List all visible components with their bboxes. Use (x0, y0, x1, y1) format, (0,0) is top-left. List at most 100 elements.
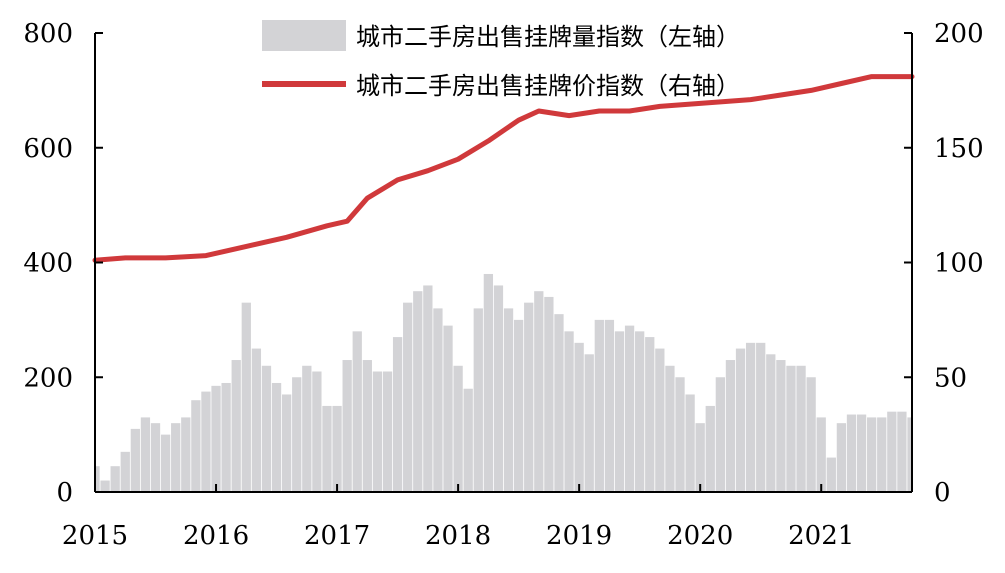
x-tick-label: 2017 (304, 521, 370, 551)
bar-2019-01 (574, 342, 584, 492)
bar-2015-08 (160, 434, 171, 492)
bar-2018-03 (473, 308, 483, 492)
y-left-tick-label: 400 (23, 249, 73, 279)
bar-2016-01 (211, 385, 221, 492)
bar-2021-04 (846, 414, 857, 492)
bar-2019-10 (665, 365, 675, 492)
bar-2016-04 (241, 302, 251, 492)
y-right-tick-label: 200 (934, 19, 984, 49)
x-tick-label: 2015 (62, 521, 128, 551)
axes: 0 200 400 600 800 0 50 100 150 200 2015 2016 2017 201… (23, 19, 983, 551)
bar-2015-11 (191, 400, 201, 492)
y-left-tick-label: 800 (23, 19, 73, 49)
bar-2021-07 (877, 417, 887, 492)
bar-2020-12 (806, 377, 816, 492)
legend-label-volume: 城市二手房出售挂牌量指数（左轴） (356, 23, 740, 51)
x-tick-label: 2016 (183, 521, 249, 551)
bar-2018-12 (564, 331, 574, 492)
bar-2018-07 (513, 319, 524, 492)
bar-2018-06 (503, 308, 514, 492)
bar-2019-07 (635, 331, 645, 492)
bar-2020-04 (725, 360, 736, 492)
legend: 城市二手房出售挂牌量指数（左轴） 城市二手房出售挂牌价指数（右轴） (262, 20, 740, 100)
bar-2016-11 (312, 371, 322, 492)
bar-2015-06 (140, 417, 151, 492)
bar-2017-12 (443, 325, 453, 492)
bar-2015-10 (181, 417, 191, 492)
bar-2017-04 (362, 360, 372, 492)
bar-2021-03 (836, 423, 847, 492)
bar-2016-05 (251, 348, 262, 492)
bar-2020-02 (705, 405, 715, 492)
bar-2017-09 (413, 291, 423, 492)
bar-2015-05 (130, 428, 140, 492)
bar-2016-02 (221, 382, 231, 492)
y-right-tick-label: 50 (934, 363, 967, 393)
bar-2017-06 (382, 371, 393, 492)
bar-2018-08 (524, 302, 534, 492)
bar-2015-04 (120, 451, 130, 492)
bar-2015-09 (171, 423, 181, 492)
bar-2021-06 (867, 417, 877, 492)
y-right-tick-label: 100 (934, 249, 984, 279)
bar-2016-03 (231, 360, 241, 492)
bar-2018-04 (483, 273, 494, 492)
y-left-tick-label: 600 (23, 134, 73, 164)
bar-2019-08 (645, 337, 655, 492)
bar-2020-05 (735, 348, 746, 492)
x-tick-label: 2019 (546, 521, 612, 551)
bar-2019-03 (594, 319, 604, 492)
bar-2021-02 (826, 457, 836, 492)
bar-2015-07 (150, 423, 161, 492)
bar-2021-09 (897, 411, 907, 492)
legend-swatch-volume (262, 20, 346, 51)
bar-2019-06 (624, 325, 635, 492)
y-left-tick-label: 0 (56, 478, 73, 508)
bar-2015-12 (201, 391, 211, 492)
bar-2019-11 (675, 377, 685, 492)
bar-2019-04 (604, 319, 615, 492)
bar-2020-03 (715, 377, 725, 492)
bar-2017-11 (433, 308, 443, 492)
bar-2016-07 (271, 382, 282, 492)
y-left-tick-label: 200 (23, 363, 73, 393)
bar-2017-07 (392, 337, 403, 492)
y-right-tick-label: 150 (934, 134, 984, 164)
bar-2017-08 (403, 302, 413, 492)
bar-2018-09 (534, 291, 544, 492)
bar-2020-10 (786, 365, 796, 492)
bar-2017-02 (342, 360, 352, 492)
bar-2020-08 (766, 354, 776, 492)
bar-2017-10 (423, 285, 433, 492)
bar-2019-02 (584, 354, 594, 492)
bar-2020-01 (695, 423, 705, 492)
bar-2017-03 (352, 331, 362, 492)
bar-2019-12 (685, 394, 695, 492)
bar-2020-06 (745, 342, 756, 492)
bar-2018-05 (493, 285, 504, 492)
x-tick-label: 2021 (788, 521, 854, 551)
bar-2020-09 (776, 360, 786, 492)
bar-2020-11 (796, 365, 806, 492)
bar-2016-10 (302, 365, 312, 492)
bar-2015-03 (110, 466, 120, 492)
bar-2015-01 (95, 466, 100, 492)
bar-2015-02 (100, 480, 110, 492)
bar-2021-01 (816, 417, 826, 492)
bar-2019-09 (655, 348, 665, 492)
bar-2016-09 (292, 377, 302, 492)
bar-2018-10 (544, 296, 554, 492)
x-tick-label: 2018 (425, 521, 491, 551)
legend-label-price: 城市二手房出售挂牌价指数（右轴） (356, 72, 740, 100)
bar-2016-12 (322, 405, 332, 492)
price-index-line (92, 74, 915, 263)
bar-2016-08 (282, 394, 292, 492)
y-right-tick-label: 0 (934, 478, 951, 508)
x-tick-label: 2020 (667, 521, 733, 551)
bar-2016-06 (261, 365, 272, 492)
bar-series-listing-volume (95, 273, 912, 492)
bar-2019-05 (614, 331, 625, 492)
bar-2020-07 (756, 342, 766, 492)
bar-2017-01 (332, 405, 342, 492)
